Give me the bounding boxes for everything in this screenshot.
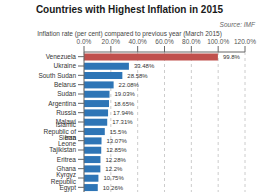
svg-text:10.75%: 10.75% bbox=[103, 175, 124, 181]
svg-text:South Sudan: South Sudan bbox=[38, 72, 76, 79]
svg-text:Tajikistan: Tajikistan bbox=[49, 146, 76, 154]
svg-text:10.26%: 10.26% bbox=[103, 185, 124, 191]
svg-text:12.85%: 12.85% bbox=[106, 147, 127, 153]
html-text:Source: IMF: Source: IMF bbox=[219, 21, 255, 28]
html-text:Kyrgyz: Kyrgyz bbox=[56, 171, 76, 179]
svg-text:33.48%: 33.48% bbox=[134, 63, 155, 69]
svg-text:28.58%: 28.58% bbox=[127, 73, 148, 79]
svg-text:15.5%: 15.5% bbox=[110, 129, 128, 135]
svg-text:Ukraine: Ukraine bbox=[54, 62, 77, 69]
svg-text:Argentina: Argentina bbox=[48, 100, 76, 108]
svg-text:Belarus: Belarus bbox=[54, 81, 77, 88]
svg-text:19.03%: 19.03% bbox=[115, 91, 136, 97]
svg-text:SierraLeone: SierraLeone bbox=[58, 134, 76, 148]
html-text:Inflation rate (per cent) comp: Inflation rate (per cent) compared to pr… bbox=[37, 30, 222, 37]
svg-text:Ghana: Ghana bbox=[56, 165, 76, 172]
svg-text:12.28%: 12.28% bbox=[105, 157, 126, 163]
svg-text:Egypt: Egypt bbox=[59, 184, 76, 192]
svg-text:80.0%: 80.0% bbox=[182, 38, 201, 45]
svg-text:Eritrea: Eritrea bbox=[57, 156, 77, 163]
svg-text:100.0%: 100.0% bbox=[207, 38, 229, 45]
svg-text:12.2%: 12.2% bbox=[105, 166, 123, 172]
svg-text:Sudan: Sudan bbox=[57, 90, 76, 97]
html-text:Countries with Highest Inflati: Countries with Highest Inflation in 2015 bbox=[35, 4, 224, 15]
svg-text:Venezuela: Venezuela bbox=[46, 53, 77, 60]
svg-text:18.65%: 18.65% bbox=[114, 101, 135, 107]
html-text:Republic: Republic bbox=[50, 177, 76, 185]
svg-text:IslamicRepublic ofIran: IslamicRepublic ofIran bbox=[43, 121, 76, 141]
svg-text:17.94%: 17.94% bbox=[113, 110, 134, 116]
svg-text:20.0%: 20.0% bbox=[102, 38, 121, 45]
svg-text:Russia: Russia bbox=[56, 109, 76, 116]
svg-text:13.07%: 13.07% bbox=[107, 138, 128, 144]
svg-text:60.0%: 60.0% bbox=[155, 38, 174, 45]
svg-text:0.0%: 0.0% bbox=[77, 38, 92, 45]
svg-text:22.08%: 22.08% bbox=[119, 82, 140, 88]
svg-text:17.31%: 17.31% bbox=[112, 119, 133, 125]
svg-text:120.0%: 120.0% bbox=[234, 38, 251, 45]
svg-text:99.8%: 99.8% bbox=[223, 54, 241, 60]
svg-text:40.0%: 40.0% bbox=[128, 38, 147, 45]
